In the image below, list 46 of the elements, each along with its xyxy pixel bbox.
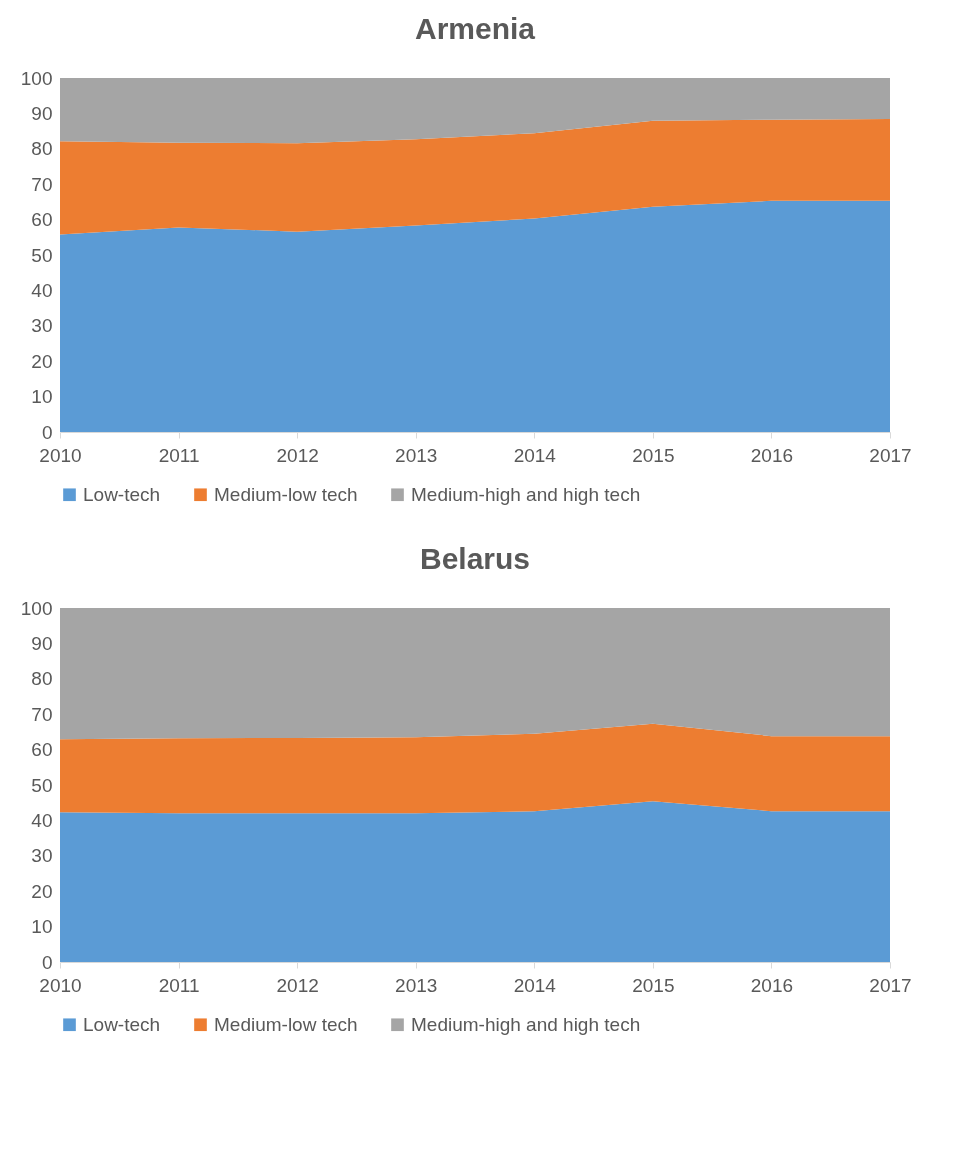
y-tick-label: 50 [31, 774, 53, 796]
x-tick-label: 2011 [158, 974, 200, 996]
y-tick-label: 100 [20, 67, 53, 89]
y-tick-label: 0 [41, 951, 53, 973]
y-tick-label: 60 [31, 739, 53, 761]
x-tick-label: 2017 [869, 974, 912, 996]
y-tick-label: 10 [31, 386, 53, 408]
legend-label: Medium-high and high tech [411, 483, 641, 505]
y-tick-label: 70 [31, 703, 53, 725]
x-tick-label: 2016 [750, 974, 794, 996]
legend-label: Medium-low tech [214, 483, 358, 505]
x-tick-label: 2010 [39, 974, 82, 996]
y-tick-label: 90 [31, 632, 53, 654]
y-tick-label: 0 [41, 421, 53, 443]
chart-title: Armenia [414, 12, 536, 45]
legend-label: Medium-high and high tech [411, 1013, 641, 1035]
x-tick-label: 2015 [632, 974, 675, 996]
x-tick-label: 2012 [276, 444, 319, 466]
y-tick-label: 20 [31, 880, 53, 902]
legend-label: Low-tech [83, 483, 161, 505]
x-tick-label: 2013 [395, 444, 438, 466]
x-tick-label: 2014 [513, 974, 557, 996]
y-tick-label: 30 [31, 845, 53, 867]
x-tick-label: 2016 [750, 444, 794, 466]
x-tick-label: 2015 [632, 444, 675, 466]
legend-label: Low-tech [83, 1013, 161, 1035]
x-tick-label: 2010 [39, 444, 82, 466]
y-tick-label: 40 [31, 809, 53, 831]
y-tick-label: 90 [31, 102, 53, 124]
x-tick-label: 2012 [276, 974, 319, 996]
x-tick-label: 2017 [869, 444, 912, 466]
x-tick-label: 2014 [513, 444, 557, 466]
y-tick-label: 60 [31, 209, 53, 231]
y-tick-label: 50 [31, 244, 53, 266]
y-tick-label: 30 [31, 315, 53, 337]
chart-title: Belarus [419, 542, 531, 575]
x-tick-label: 2013 [395, 974, 438, 996]
y-tick-label: 100 [20, 597, 53, 619]
y-tick-label: 20 [31, 350, 53, 372]
y-tick-label: 80 [31, 668, 53, 690]
x-tick-label: 2011 [158, 444, 200, 466]
y-tick-label: 10 [31, 916, 53, 938]
legend-label: Medium-low tech [214, 1013, 358, 1035]
y-tick-label: 40 [31, 279, 53, 301]
y-tick-label: 80 [31, 138, 53, 160]
y-tick-label: 70 [31, 173, 53, 195]
